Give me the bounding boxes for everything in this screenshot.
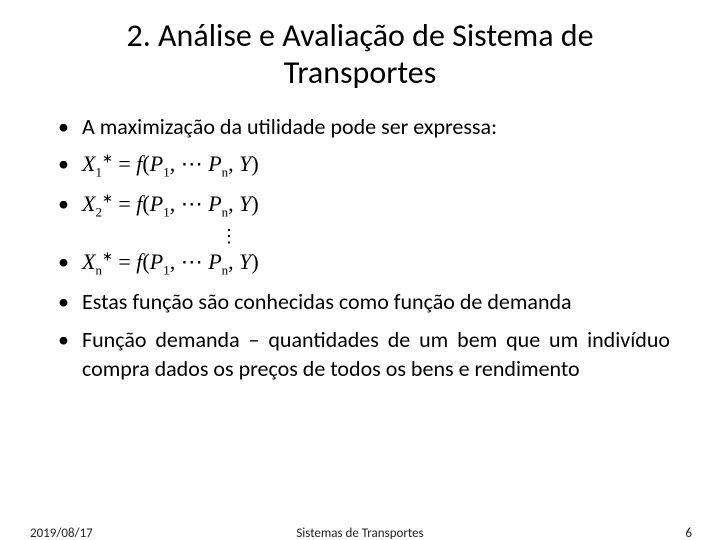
eq2-sup: ∗ bbox=[102, 191, 113, 206]
eqn-pn: P bbox=[208, 249, 221, 274]
eq1-eqsign: = bbox=[113, 151, 136, 176]
eq2-var: X bbox=[82, 191, 95, 216]
eq2-y: Y bbox=[239, 191, 251, 216]
bullet-eq2: X2∗ = f(P1, ⋯ Pn, Y) bbox=[58, 189, 670, 221]
bullet-note2: Função demanda – quantidades de um bem q… bbox=[58, 325, 670, 384]
eqn-p1: P bbox=[150, 249, 163, 274]
eq1-p1: P bbox=[150, 151, 163, 176]
eq1-cdots: , ⋯ bbox=[170, 151, 209, 176]
eq2-cdots: , ⋯ bbox=[170, 191, 209, 216]
eq1-pn: P bbox=[208, 151, 221, 176]
eqn-cdots: , ⋯ bbox=[170, 249, 209, 274]
eq1-sub: 1 bbox=[95, 165, 102, 180]
eqn-open: ( bbox=[142, 249, 149, 274]
eqn-close: ) bbox=[251, 249, 258, 274]
slide-title: 2. Análise e Avaliação de Sistema de Tra… bbox=[50, 18, 670, 92]
equation-2: X2∗ = f(P1, ⋯ Pn, Y) bbox=[82, 191, 259, 216]
eq2-pn: P bbox=[208, 191, 221, 216]
eqn-sub: n bbox=[95, 263, 102, 278]
eqn-sup: ∗ bbox=[102, 249, 113, 264]
eq2-sub: 2 bbox=[95, 205, 102, 220]
eqn-comma: , bbox=[228, 249, 239, 274]
eq2-eqsign: = bbox=[113, 191, 136, 216]
eq1-open: ( bbox=[142, 151, 149, 176]
bullet-intro: A maximização da utilidade pode ser expr… bbox=[58, 112, 670, 142]
bullet-note1: Estas função são conhecidas como função … bbox=[58, 287, 670, 317]
footer-page-number: 6 bbox=[685, 526, 692, 540]
eq2-close: ) bbox=[251, 191, 258, 216]
bullet-eq1: X1∗ = f(P1, ⋯ Pn, Y) bbox=[58, 149, 670, 181]
bullet-eqn: Xn∗ = f(P1, ⋯ Pn, Y) bbox=[58, 247, 670, 279]
eq2-open: ( bbox=[142, 191, 149, 216]
eq1-close: ) bbox=[251, 151, 258, 176]
eqn-var: X bbox=[82, 249, 95, 274]
eq2-comma: , bbox=[228, 191, 239, 216]
eq1-comma: , bbox=[228, 151, 239, 176]
slide: 2. Análise e Avaliação de Sistema de Tra… bbox=[0, 0, 720, 540]
footer-title: Sistemas de Transportes bbox=[0, 526, 720, 540]
eqn-y: Y bbox=[239, 249, 251, 274]
slide-content: A maximização da utilidade pode ser expr… bbox=[50, 112, 670, 385]
bullet-list: A maximização da utilidade pode ser expr… bbox=[50, 112, 670, 222]
equation-n: Xn∗ = f(P1, ⋯ Pn, Y) bbox=[82, 249, 259, 274]
eq1-y: Y bbox=[239, 151, 251, 176]
equation-1: X1∗ = f(P1, ⋯ Pn, Y) bbox=[82, 151, 259, 176]
eq2-p1: P bbox=[150, 191, 163, 216]
eq1-sup: ∗ bbox=[102, 151, 113, 166]
eq1-var: X bbox=[82, 151, 95, 176]
eqn-eqsign: = bbox=[113, 249, 136, 274]
vertical-dots: ⋮ bbox=[50, 227, 670, 245]
bullet-list-2: Xn∗ = f(P1, ⋯ Pn, Y) Estas função são co… bbox=[50, 247, 670, 384]
